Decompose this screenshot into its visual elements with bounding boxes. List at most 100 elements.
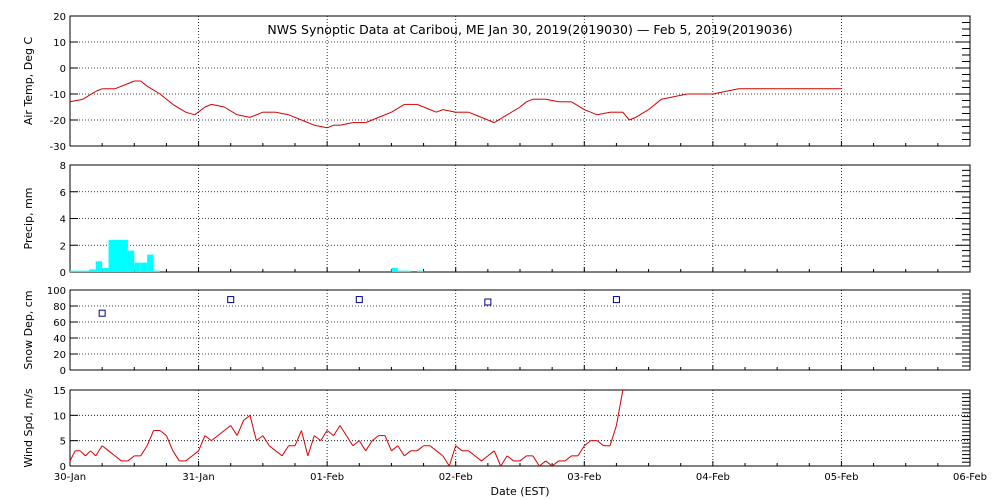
- air-temp-line-segment: [249, 111, 264, 118]
- air-temp-line-segment: [326, 124, 334, 129]
- wind-speed-line-segment: [468, 450, 476, 457]
- air-temp-line-segment: [301, 119, 315, 126]
- air-temp-line-segment: [635, 109, 649, 118]
- wind-speed-line-segment: [538, 460, 547, 467]
- wind-speed-line-segment: [474, 455, 482, 462]
- wind-speed-line-segment: [326, 430, 334, 436]
- air-temp-line-segment: [146, 85, 161, 95]
- air-temp-line-segment: [442, 109, 456, 113]
- wind-speed-line-segment: [101, 445, 109, 452]
- snow-depth-ytick-label: 60: [53, 318, 66, 329]
- precip-bar: [404, 270, 411, 272]
- wind-speed-line-segment: [127, 455, 135, 462]
- wind-speed-line-segment: [114, 455, 122, 462]
- wind-speed-line-segment: [596, 440, 604, 447]
- precip-ytick-label: 6: [60, 188, 66, 199]
- wind-speed-line-segment: [185, 455, 193, 462]
- wind-speed-line-segment: [384, 435, 392, 451]
- air-temp-line-segment: [674, 93, 688, 98]
- air-temp-line-segment: [365, 116, 379, 124]
- wind-speed-line-segment: [519, 455, 527, 462]
- wind-speed-line-segment: [333, 425, 341, 436]
- wind-speed-line-segment: [172, 450, 180, 462]
- wind-speed-line-segment: [615, 389, 624, 426]
- air-temp-line-segment: [172, 103, 186, 113]
- precip-bar: [127, 250, 135, 272]
- wind-speed-line-segment: [545, 460, 553, 467]
- wind-speed-line-segment: [236, 420, 245, 436]
- air-temp-line-segment: [275, 111, 289, 116]
- precip-ytick-label: 2: [60, 241, 66, 252]
- snow-depth-ytick-label: 20: [53, 350, 66, 361]
- x-tick-label: 04-Feb: [696, 472, 730, 483]
- air-temp-line-segment: [661, 96, 675, 100]
- air-temp-line-segment: [378, 111, 392, 118]
- snow-depth-ytick-label: 80: [53, 302, 66, 313]
- air-temp-line-segment: [494, 114, 508, 124]
- wind-speed-line-segment: [320, 430, 328, 441]
- air-temp-line-segment: [211, 103, 225, 108]
- wind-speed-line-segment: [403, 450, 412, 457]
- precip-bar: [108, 239, 115, 272]
- wind-speed-line-segment: [79, 450, 86, 457]
- snow-depth-ytick-label: 100: [47, 286, 66, 297]
- wind-speed-line-segment: [243, 414, 251, 421]
- precip-bar: [397, 270, 405, 272]
- air-temp-line-segment: [506, 106, 521, 116]
- air-temp-line-segment: [571, 101, 585, 111]
- snow-depth-ylabel: Snow Dep, cm: [22, 290, 35, 369]
- wind-speed-line-segment: [159, 430, 167, 436]
- air-temp-line-segment: [194, 106, 206, 116]
- precip-bar: [82, 270, 90, 272]
- x-axis-label: Date (EST): [490, 485, 549, 498]
- air-temp-ytick-label: 10: [53, 38, 66, 49]
- wind-speed-line-segment: [358, 440, 367, 452]
- snow-depth-frame: [69, 289, 971, 371]
- wind-speed-line-segment: [429, 445, 437, 452]
- air-temp-ytick-label: -30: [50, 142, 66, 153]
- air-temp-line-segment: [597, 111, 611, 116]
- x-tick-label: 03-Feb: [567, 472, 601, 483]
- wind-speed-line-segment: [249, 415, 257, 441]
- wind-speed-line-segment: [339, 425, 347, 436]
- precip-bar: [140, 262, 148, 272]
- snow-depth-point: [98, 309, 106, 317]
- air-temp-ytick-label: 0: [60, 64, 66, 75]
- wind-speed-line-segment: [223, 425, 232, 431]
- air-temp-ytick-label: -20: [50, 116, 66, 127]
- precip-bar: [89, 269, 96, 272]
- wind-speed-line-segment: [191, 450, 199, 457]
- x-tick-label: 02-Feb: [439, 472, 473, 483]
- wind-speed-line-segment: [262, 435, 270, 447]
- air-temp-line-segment: [584, 109, 591, 113]
- snow-depth-point: [227, 296, 235, 304]
- air-temp-line-segment: [69, 98, 83, 103]
- wind-speed-line-segment: [609, 425, 617, 446]
- precip-bar: [391, 267, 398, 272]
- air-temp-line-segment: [224, 106, 238, 116]
- snow-depth-point: [355, 296, 363, 304]
- air-temp-line-segment: [526, 98, 534, 103]
- wind-speed-line-segment: [268, 445, 277, 452]
- air-temp-line-segment: [339, 122, 353, 126]
- air-temp-line-segment: [114, 83, 129, 90]
- wind-speed-line-segment: [500, 455, 508, 467]
- x-tick-label: 30-Jan: [54, 472, 86, 483]
- wind-speed-line-segment: [352, 440, 360, 447]
- air-temp-line-segment: [725, 88, 739, 92]
- air-temp-line-segment: [127, 80, 135, 85]
- wind-speed-line-segment: [416, 445, 424, 452]
- air-temp-line-segment: [712, 90, 726, 95]
- precip-bar: [102, 267, 109, 272]
- air-temp-line-segment: [288, 114, 302, 121]
- wind-speed-line-segment: [307, 435, 315, 457]
- precip-bar: [76, 270, 83, 272]
- wind-speed-line-segment: [448, 445, 457, 467]
- wind-speed-line-segment: [275, 450, 283, 457]
- wind-speed-line-segment: [230, 425, 238, 436]
- wind-speed-line-segment: [551, 460, 559, 467]
- wind-speed-line-segment: [577, 445, 585, 457]
- precip-bar: [70, 270, 77, 272]
- wind-speed-line-segment: [455, 445, 463, 452]
